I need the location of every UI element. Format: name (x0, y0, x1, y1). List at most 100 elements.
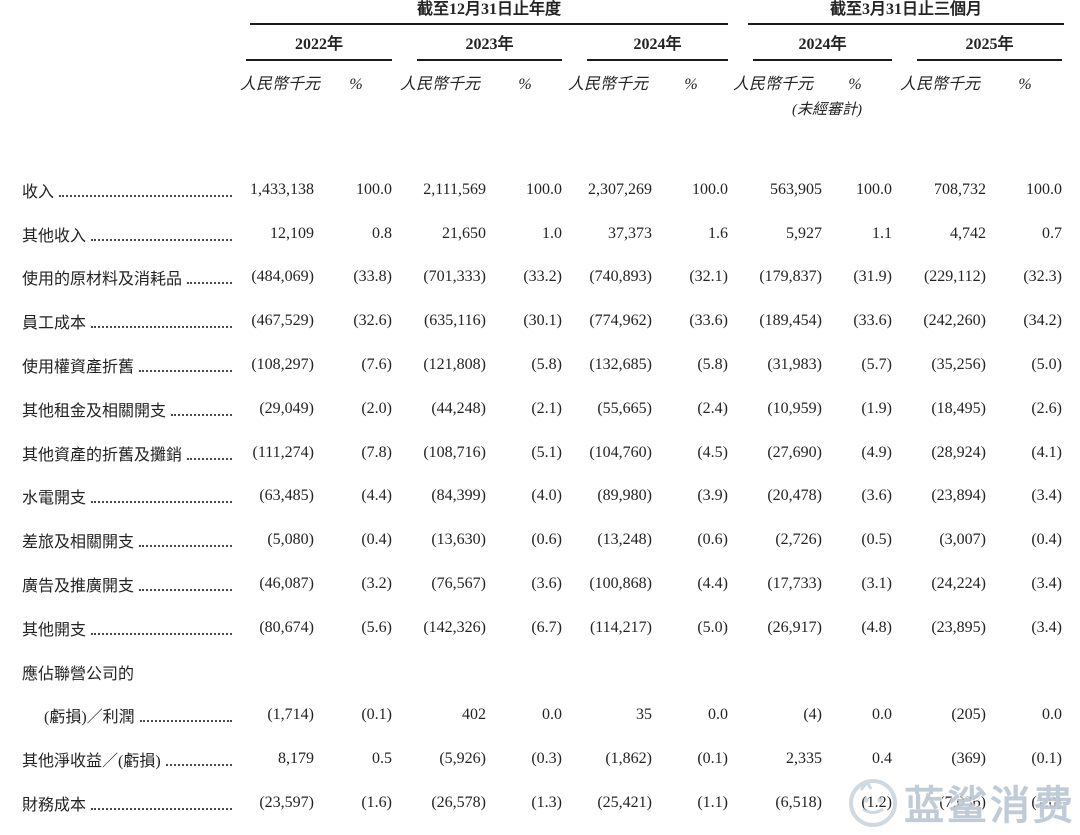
dot-leader (59, 194, 232, 197)
amount-cell: (205) (951, 706, 986, 724)
percent-cell: (0.6) (697, 531, 728, 549)
row-label: 其他開支 (22, 616, 240, 640)
row-label: 收入 (22, 178, 240, 202)
period-title-quarterly: 截至3月31日止三個月 (748, 0, 1064, 25)
percent-cell: (2.4) (697, 399, 728, 417)
dot-leader (91, 238, 232, 241)
table-row: 員工成本 (467,529) (32.6) (635,116) (30.1) (774,… (22, 299, 1064, 343)
amount-cell: (4) (803, 706, 822, 724)
percent-cell: 1.1 (872, 224, 892, 242)
percent-cell: (0.4) (1031, 531, 1062, 549)
dot-leader (91, 501, 232, 504)
percent-cell: (31.9) (853, 268, 892, 286)
percent-cell: (7.8) (361, 443, 392, 461)
amount-cell: (104,760) (589, 443, 652, 461)
unit-header-2023: 人民幣千元 % (392, 70, 562, 94)
table-row: 收入 1,433,138 100.0 2,111,569 100.0 2,307,269… (22, 168, 1064, 212)
percent-cell: (4.9) (861, 443, 892, 461)
row-label-text: 使用權資產折舊 (22, 359, 135, 377)
unit-header-2024-q1: 人民幣千元 % (728, 70, 892, 94)
table-row: 應佔聯營公司的 (22, 650, 1064, 694)
amount-cell: (467,529) (251, 312, 314, 330)
percent-cell: (33.2) (523, 268, 562, 286)
amount-cell: 5,927 (786, 224, 822, 242)
amount-cell: (1,714) (267, 706, 314, 724)
amount-cell: 708,732 (934, 180, 986, 198)
unit-header-2022: 人民幣千元 % (240, 70, 392, 94)
percent-cell: 100.0 (692, 180, 728, 198)
percent-cell: 0.8 (372, 224, 392, 242)
percent-cell: (4.8) (861, 618, 892, 636)
table-row: 財務成本 (23,597) (1.6) (26,578) (1.3) (25,421) (… (22, 781, 1064, 825)
percent-unit-label: % (1018, 76, 1032, 93)
row-label: 其他租金及相關開支 (22, 397, 240, 421)
row-label-text: 財務成本 (22, 797, 87, 815)
amount-cell: (1,862) (605, 750, 652, 768)
percent-cell: (5.8) (531, 356, 562, 374)
amount-cell: 2,307,269 (588, 180, 652, 198)
percent-cell: (1.2) (861, 794, 892, 812)
percent-cell: 1.0 (542, 224, 562, 242)
percent-cell: (4.5) (697, 443, 728, 461)
amount-cell: (121,808) (423, 356, 486, 374)
row-label-text: 水電開支 (22, 490, 87, 508)
table-row: 使用的原材料及消耗品 (484,069) (33.8) (701,333) (33.2… (22, 256, 1064, 300)
percent-cell: (32.3) (1023, 268, 1062, 286)
amount-cell: (484,069) (251, 268, 314, 286)
row-label-text: 其他租金及相關開支 (22, 402, 167, 420)
percent-cell: (1.9) (861, 399, 892, 417)
amount-cell: (18,495) (931, 399, 986, 417)
percent-cell: 0.0 (872, 706, 892, 724)
row-label: 水電開支 (22, 484, 240, 508)
row-label-text: 其他開支 (22, 621, 87, 639)
amount-cell: (23,597) (259, 794, 314, 812)
percent-cell: (4.4) (361, 487, 392, 505)
percent-cell: (0.5) (861, 531, 892, 549)
amount-cell: (6,518) (775, 794, 822, 812)
amount-cell: (100,868) (589, 575, 652, 593)
row-label: 使用權資產折舊 (22, 353, 240, 377)
amount-cell: (31,983) (767, 356, 822, 374)
percent-unit-label: % (349, 76, 363, 93)
amount-cell: (55,665) (597, 399, 652, 417)
amount-cell: (114,217) (589, 618, 652, 636)
dot-leader (187, 457, 232, 460)
row-label-text: 廣告及推廣開支 (22, 578, 135, 596)
amount-cell: (701,333) (423, 268, 486, 286)
amount-cell: (5,080) (267, 531, 314, 549)
percent-cell: 100.0 (1026, 180, 1062, 198)
percent-cell: (1.6) (361, 794, 392, 812)
amount-cell: (25,421) (597, 794, 652, 812)
amount-cell: (5,926) (439, 750, 486, 768)
amount-cell: (80,674) (259, 618, 314, 636)
amount-cell: 2,111,569 (423, 180, 486, 198)
percent-cell: (32.6) (353, 312, 392, 330)
dot-leader (91, 632, 232, 635)
percent-cell: (1.3) (531, 794, 562, 812)
percent-cell: (4.0) (531, 487, 562, 505)
unit-header-row: 人民幣千元 % 人民幣千元 % 人民幣千元 % 人民幣千元 % 人民幣千元 % (22, 61, 1064, 98)
row-label-text: 其他資產的折舊及攤銷 (22, 446, 183, 464)
currency-unit-label: 人民幣千元 (732, 76, 813, 93)
amount-cell: (46,087) (259, 575, 314, 593)
dot-leader (139, 589, 232, 592)
currency-unit-label: 人民幣千元 (399, 76, 480, 93)
percent-cell: 1.6 (708, 224, 728, 242)
amount-cell: (20,478) (767, 487, 822, 505)
dot-leader (139, 720, 232, 723)
row-label: (虧損)／利潤 (22, 703, 240, 727)
percent-cell: (3.2) (361, 575, 392, 593)
amount-cell: 21,650 (442, 224, 486, 242)
row-label: 廣告及推廣開支 (22, 572, 240, 596)
amount-cell: (23,894) (931, 487, 986, 505)
year-header-2023: 2023年 (392, 30, 562, 61)
amount-cell: (28,924) (931, 443, 986, 461)
percent-cell: 0.0 (1042, 706, 1062, 724)
percent-cell: (3.1) (861, 575, 892, 593)
unaudited-note: (未經審計) (792, 102, 862, 118)
amount-cell: (84,399) (431, 487, 486, 505)
unit-header-2024: 人民幣千元 % (562, 70, 728, 94)
amount-cell: (242,260) (923, 312, 986, 330)
table-body: 收入 1,433,138 100.0 2,111,569 100.0 2,307,269… (22, 168, 1064, 825)
percent-cell: (4.1) (1031, 443, 1062, 461)
